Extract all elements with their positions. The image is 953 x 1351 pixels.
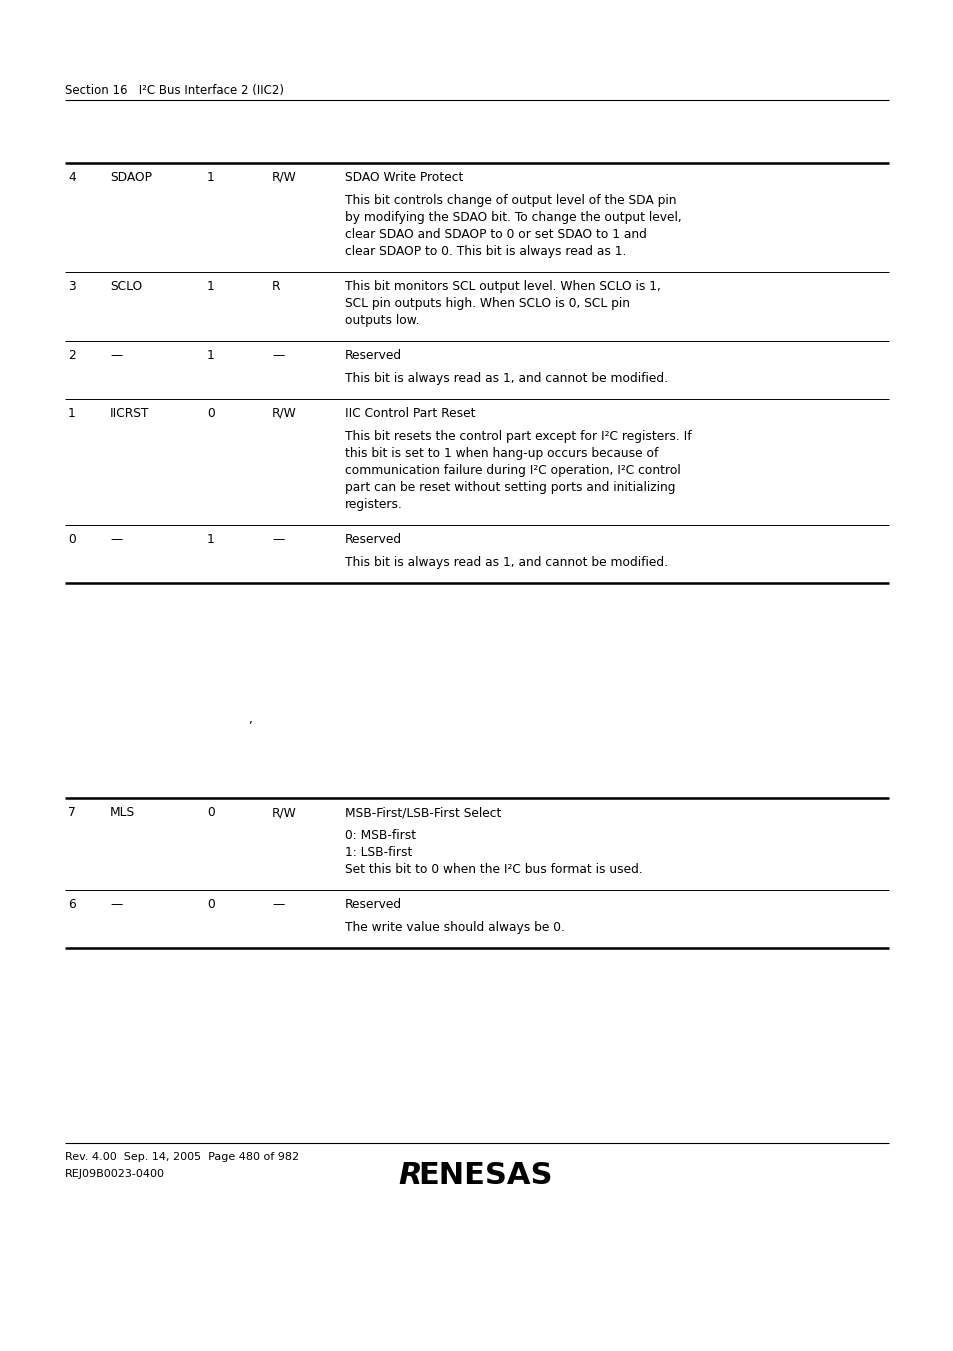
Text: Reserved: Reserved — [345, 349, 402, 362]
Text: 1: 1 — [207, 349, 214, 362]
Text: IICRST: IICRST — [110, 407, 150, 420]
Text: this bit is set to 1 when hang-up occurs because of: this bit is set to 1 when hang-up occurs… — [345, 447, 658, 459]
Text: R: R — [397, 1161, 421, 1190]
Text: 1: LSB-first: 1: LSB-first — [345, 846, 412, 859]
Text: SCLO: SCLO — [110, 280, 142, 293]
Text: registers.: registers. — [345, 499, 402, 511]
Text: ,: , — [248, 713, 252, 725]
Text: MSB-First/LSB-First Select: MSB-First/LSB-First Select — [345, 807, 501, 819]
Text: —: — — [272, 898, 284, 911]
Text: REJ09B0023-0400: REJ09B0023-0400 — [65, 1169, 165, 1179]
Text: clear SDAOP to 0. This bit is always read as 1.: clear SDAOP to 0. This bit is always rea… — [345, 245, 626, 258]
Text: outputs low.: outputs low. — [345, 313, 419, 327]
Text: IIC Control Part Reset: IIC Control Part Reset — [345, 407, 475, 420]
Text: 7: 7 — [68, 807, 75, 819]
Text: —: — — [110, 349, 122, 362]
Text: The write value should always be 0.: The write value should always be 0. — [345, 921, 564, 934]
Text: This bit is always read as 1, and cannot be modified.: This bit is always read as 1, and cannot… — [345, 557, 667, 569]
Text: Reserved: Reserved — [345, 534, 402, 546]
Text: SDAOP: SDAOP — [110, 172, 152, 184]
Text: Reserved: Reserved — [345, 898, 402, 911]
Text: —: — — [110, 898, 122, 911]
Text: 6: 6 — [68, 898, 75, 911]
Text: part can be reset without setting ports and initializing: part can be reset without setting ports … — [345, 481, 675, 494]
Text: 0: 0 — [207, 898, 214, 911]
Text: Section 16   I²C Bus Interface 2 (IIC2): Section 16 I²C Bus Interface 2 (IIC2) — [65, 84, 284, 97]
Text: 0: MSB-first: 0: MSB-first — [345, 830, 416, 842]
Text: —: — — [272, 349, 284, 362]
Text: SDAO Write Protect: SDAO Write Protect — [345, 172, 463, 184]
Text: R: R — [272, 280, 280, 293]
Text: 1: 1 — [207, 280, 214, 293]
Text: MLS: MLS — [110, 807, 135, 819]
Text: 3: 3 — [68, 280, 75, 293]
Text: 4: 4 — [68, 172, 75, 184]
Text: R/W: R/W — [272, 807, 296, 819]
Text: by modifying the SDAO bit. To change the output level,: by modifying the SDAO bit. To change the… — [345, 211, 681, 224]
Text: 0: 0 — [68, 534, 75, 546]
Text: 1: 1 — [207, 172, 214, 184]
Text: —: — — [110, 534, 122, 546]
Text: 1: 1 — [207, 534, 214, 546]
Text: This bit is always read as 1, and cannot be modified.: This bit is always read as 1, and cannot… — [345, 372, 667, 385]
Text: R/W: R/W — [272, 407, 296, 420]
Text: R/W: R/W — [272, 172, 296, 184]
Text: This bit resets the control part except for I²C registers. If: This bit resets the control part except … — [345, 430, 691, 443]
Text: 1: 1 — [68, 407, 75, 420]
Text: ENESAS: ENESAS — [417, 1161, 552, 1190]
Text: Set this bit to 0 when the I²C bus format is used.: Set this bit to 0 when the I²C bus forma… — [345, 863, 642, 875]
Text: communication failure during I²C operation, I²C control: communication failure during I²C operati… — [345, 463, 680, 477]
Text: SCL pin outputs high. When SCLO is 0, SCL pin: SCL pin outputs high. When SCLO is 0, SC… — [345, 297, 629, 309]
Text: 0: 0 — [207, 407, 214, 420]
Text: clear SDAO and SDAOP to 0 or set SDAO to 1 and: clear SDAO and SDAOP to 0 or set SDAO to… — [345, 228, 646, 240]
Text: Rev. 4.00  Sep. 14, 2005  Page 480 of 982: Rev. 4.00 Sep. 14, 2005 Page 480 of 982 — [65, 1152, 299, 1162]
Text: This bit controls change of output level of the SDA pin: This bit controls change of output level… — [345, 195, 676, 207]
Text: 2: 2 — [68, 349, 75, 362]
Text: 0: 0 — [207, 807, 214, 819]
Text: This bit monitors SCL output level. When SCLO is 1,: This bit monitors SCL output level. When… — [345, 280, 660, 293]
Text: —: — — [272, 534, 284, 546]
